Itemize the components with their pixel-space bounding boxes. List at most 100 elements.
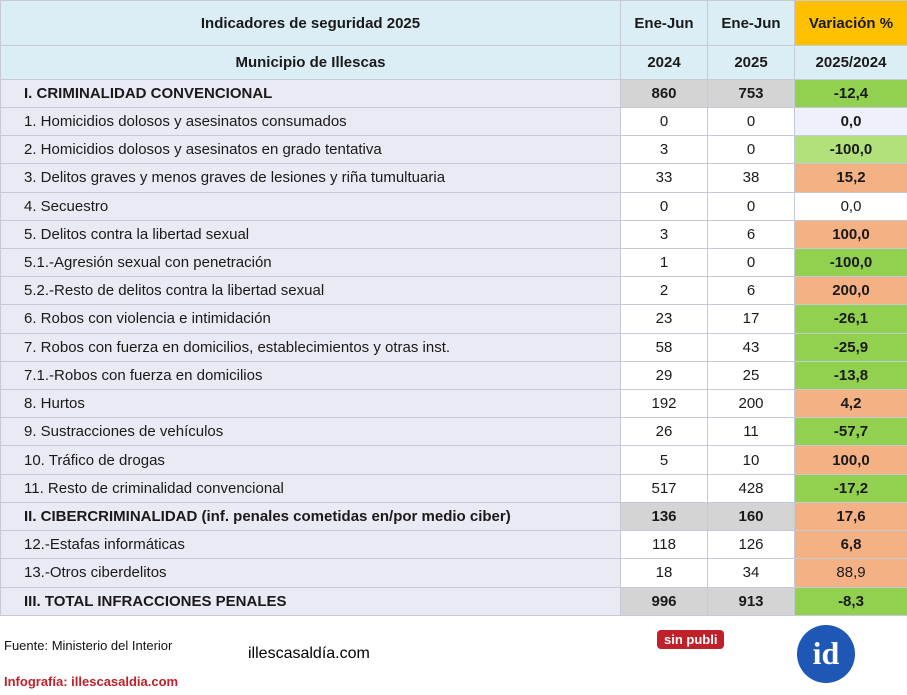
value-2024: 29 (620, 360, 708, 391)
value-2025: 126 (707, 530, 795, 560)
variation-value: 200,0 (794, 276, 907, 306)
sin-publi-badge: sin publi (657, 630, 725, 649)
value-2024: 3 (620, 135, 708, 165)
infographic-credit: Infografía: illescasaldia.com (4, 674, 179, 689)
variation-value: 100,0 (794, 445, 907, 475)
value-2025: 0 (707, 135, 795, 165)
table-row: 7. Robos con fuerza en domicilios, estab… (0, 332, 907, 362)
value-2024: 0 (620, 106, 708, 137)
row-label: 5. Delitos contra la libertad sexual (0, 219, 621, 249)
variation-value: -25,9 (794, 332, 907, 362)
row-label: 11. Resto de criminalidad convencional (0, 473, 621, 503)
row-label: 4. Secuestro (0, 191, 621, 221)
security-indicators-table: Indicadores de seguridad 2025 Ene-Jun En… (0, 0, 907, 617)
section-row: I. CRIMINALIDAD CONVENCIONAL 860 753 -12,4 (0, 78, 907, 108)
section-row: II. CIBERCRIMINALIDAD (inf. penales come… (0, 501, 907, 532)
brand-text-al: al (300, 645, 313, 662)
value-2025: 160 (707, 501, 795, 532)
row-label: 5.1.-Agresión sexual con penetración (0, 247, 621, 278)
row-label: 7.1.-Robos con fuerza en domicilios (0, 360, 621, 391)
variation-value: 15,2 (794, 163, 907, 193)
row-label: 8. Hurtos (0, 389, 621, 419)
value-2024: 136 (620, 501, 708, 532)
table-row: 5.1.-Agresión sexual con penetración 1 0 -1… (0, 247, 907, 278)
col-header-period-2025: Ene-Jun (707, 0, 795, 47)
col-header-period-2024: Ene-Jun (620, 0, 708, 47)
row-label: III. TOTAL INFRACCIONES PENALES (0, 586, 621, 617)
value-2025: 10 (707, 445, 795, 475)
value-2025: 25 (707, 360, 795, 391)
value-2025: 34 (707, 558, 795, 588)
table-row: 11. Resto de criminalidad convencional 51… (0, 473, 907, 503)
value-2024: 23 (620, 304, 708, 334)
col-header-var-range: 2025/2024 (794, 45, 907, 80)
value-2024: 2 (620, 276, 708, 306)
row-label: 9. Sustracciones de vehículos (0, 417, 621, 447)
variation-value: -26,1 (794, 304, 907, 334)
variation-value: 4,2 (794, 389, 907, 419)
variation-value: 88,9 (794, 558, 907, 588)
variation-value: -17,2 (794, 473, 907, 503)
table-row: 13.-Otros ciberdelitos 18 34 88,9 (0, 558, 907, 588)
table-row: 5.2.-Resto de delitos contra la libertad… (0, 276, 907, 306)
row-label: 3. Delitos graves y menos graves de lesi… (0, 163, 621, 193)
value-2024: 33 (620, 163, 708, 193)
variation-value: 0,0 (794, 191, 907, 221)
table-row: 5. Delitos contra la libertad sexual 3 6 10… (0, 219, 907, 249)
variation-value: -100,0 (794, 135, 907, 165)
value-2025: 0 (707, 191, 795, 221)
value-2025: 0 (707, 247, 795, 278)
value-2024: 118 (620, 530, 708, 560)
brand-text-illescas: illescas (248, 645, 301, 662)
table-row: 10. Tráfico de drogas 5 10 100,0 (0, 445, 907, 475)
col-header-year-2025: 2025 (707, 45, 795, 80)
brand-text-dia: día (312, 645, 336, 662)
table-row: 9. Sustracciones de vehículos 26 11 -57,7 (0, 417, 907, 447)
row-label: 2. Homicidios dolosos y asesinatos en gr… (0, 135, 621, 165)
value-2024: 3 (620, 219, 708, 249)
value-2025: 753 (707, 78, 795, 108)
row-label: 1. Homicidios dolosos y asesinatos consu… (0, 106, 621, 137)
table-row: 6. Robos con violencia e intimidación 23 1… (0, 304, 907, 334)
variation-value: -12,4 (794, 78, 907, 108)
section-row: III. TOTAL INFRACCIONES PENALES 996 913 -8,… (0, 586, 907, 617)
variation-value: 0,0 (794, 106, 907, 137)
footer: Fuente: Ministerio del Interior Infograf… (0, 616, 907, 695)
value-2024: 26 (620, 417, 708, 447)
table-title: Indicadores de seguridad 2025 (0, 0, 621, 47)
value-2024: 192 (620, 389, 708, 419)
value-2024: 0 (620, 191, 708, 221)
variation-value: 100,0 (794, 219, 907, 249)
variation-value: 6,8 (794, 530, 907, 560)
value-2025: 913 (707, 586, 795, 617)
value-2024: 5 (620, 445, 708, 475)
col-header-variation: Variación % (794, 0, 907, 47)
row-label: 12.-Estafas informáticas (0, 530, 621, 560)
col-header-year-2024: 2024 (620, 45, 708, 80)
value-2024: 58 (620, 332, 708, 362)
row-label: 13.-Otros ciberdelitos (0, 558, 621, 588)
table-row: 1. Homicidios dolosos y asesinatos consu… (0, 106, 907, 137)
value-2024: 1 (620, 247, 708, 278)
value-2025: 6 (707, 219, 795, 249)
value-2024: 18 (620, 558, 708, 588)
variation-value: 17,6 (794, 501, 907, 532)
row-label: 6. Robos con violencia e intimidación (0, 304, 621, 334)
value-2025: 43 (707, 332, 795, 362)
table-row: 8. Hurtos 192 200 4,2 (0, 389, 907, 419)
value-2024: 517 (620, 473, 708, 503)
value-2025: 0 (707, 106, 795, 137)
table-row: 2. Homicidios dolosos y asesinatos en gr… (0, 135, 907, 165)
variation-value: -13,8 (794, 360, 907, 391)
value-2025: 11 (707, 417, 795, 447)
id-logo-icon: id (797, 625, 855, 683)
value-2025: 38 (707, 163, 795, 193)
brand-logo: illescasaldía.com (248, 618, 370, 690)
variation-value: -57,7 (794, 417, 907, 447)
source-note: Fuente: Ministerio del Interior (4, 638, 173, 653)
variation-value: -8,3 (794, 586, 907, 617)
variation-value: -100,0 (794, 247, 907, 278)
svg-text:id: id (813, 635, 840, 671)
row-label: 7. Robos con fuerza en domicilios, estab… (0, 332, 621, 362)
value-2025: 6 (707, 276, 795, 306)
